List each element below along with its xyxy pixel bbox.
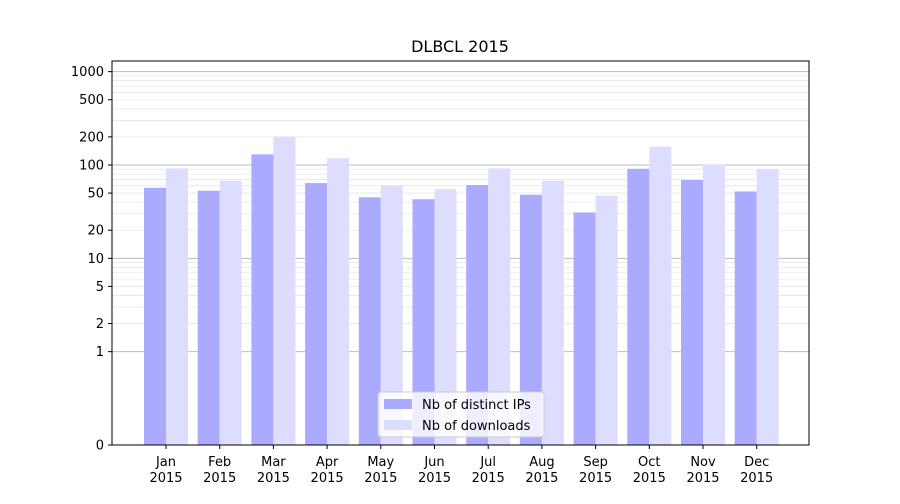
bar (466, 185, 489, 445)
y-tick-label: 500 (79, 93, 104, 108)
bar (251, 154, 274, 445)
x-tick-label: Sep 2015 (579, 455, 612, 486)
y-tick-label: 100 (79, 158, 104, 173)
y-tick-label: 0 (96, 439, 104, 454)
y-tick-label: 200 (79, 130, 104, 145)
legend-label: Nb of downloads (422, 419, 531, 434)
bar (541, 180, 564, 445)
x-tick-label: Jul 2015 (472, 455, 505, 486)
bar (380, 185, 403, 445)
y-tick-label: 5 (96, 280, 104, 295)
bar (627, 168, 650, 446)
x-tick-label: Apr 2015 (311, 455, 344, 486)
x-tick-label: Aug 2015 (525, 455, 558, 486)
bar (219, 180, 242, 445)
bar (305, 183, 328, 446)
bar (358, 197, 381, 445)
bar (488, 168, 511, 445)
bar (434, 189, 457, 445)
plot-frame (111, 60, 810, 446)
legend-swatch (384, 399, 412, 409)
bar (412, 199, 435, 445)
legend-swatch (384, 420, 412, 430)
x-axis: Jan 2015 Feb 2015 Mar 2015 Apr 2015 May 2015 Jun 20… (149, 445, 773, 486)
bar (197, 190, 220, 445)
legend-label: Nb of distinct IPs (422, 398, 531, 413)
y-axis: 0 1 2 5 10 20 50 100 200 500 1000 (71, 65, 112, 454)
bar (734, 191, 757, 445)
y-tick-label: 2 (96, 317, 104, 332)
bar (519, 194, 542, 445)
y-tick-label: 50 (87, 187, 104, 202)
bar (327, 158, 350, 445)
x-tick-label: Mar 2015 (257, 455, 290, 486)
legend-box (377, 391, 545, 438)
bar (166, 168, 188, 445)
y-tick-label: 1 (96, 345, 104, 360)
y-tick-label: 1000 (71, 65, 104, 80)
bar (273, 136, 296, 445)
bars (144, 136, 779, 446)
x-tick-label: Dec 2015 (740, 455, 773, 486)
bar (703, 164, 725, 445)
x-tick-label: Nov 2015 (686, 455, 719, 486)
bar (756, 169, 779, 446)
x-tick-label: Feb 2015 (203, 455, 236, 486)
x-tick-label: Jan 2015 (149, 455, 182, 486)
legend: Nb of distinct IPs Nb of downloads (377, 391, 545, 438)
x-tick-label: May 2015 (364, 455, 397, 486)
bar (595, 195, 618, 445)
bar (649, 146, 672, 445)
x-tick-label: Oct 2015 (633, 455, 666, 486)
bar (144, 187, 166, 445)
bar (573, 212, 596, 445)
chart-title: DLBCL 2015 (411, 37, 509, 56)
x-tick-label: Jun 2015 (418, 455, 451, 486)
bar (681, 180, 703, 445)
y-tick-label: 10 (87, 252, 104, 267)
y-tick-label: 20 (87, 224, 104, 239)
